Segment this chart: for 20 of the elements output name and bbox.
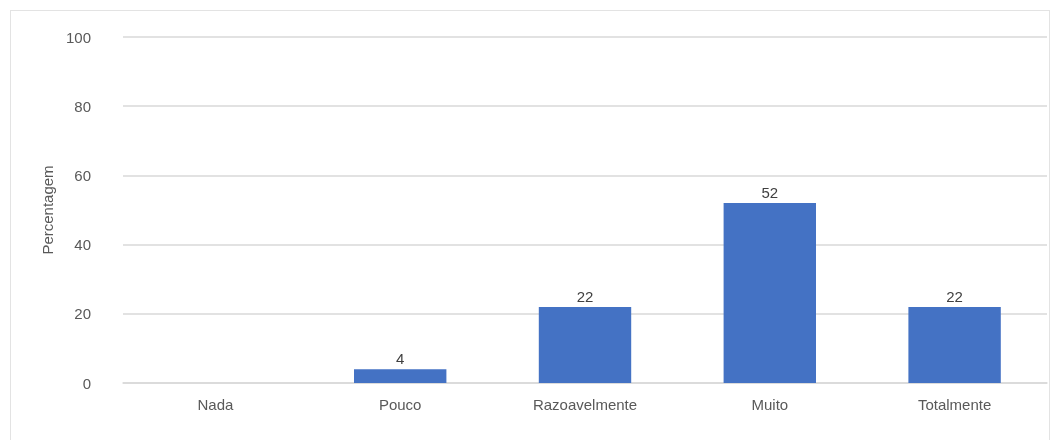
y-tick-label: 40	[74, 236, 91, 254]
x-tick-label: Muito	[751, 396, 789, 413]
data-label: 22	[576, 287, 594, 305]
y-tick-label: 0	[82, 374, 91, 392]
y-tick-label: 20	[74, 305, 91, 323]
data-label: 4	[396, 350, 405, 368]
y-tick-label: 100	[65, 28, 91, 46]
y-tick-label: 80	[74, 97, 91, 115]
bar	[908, 306, 1001, 383]
x-tick-label: Pouco	[378, 396, 422, 413]
bar	[538, 306, 632, 383]
bar	[354, 369, 447, 383]
data-label: 22	[946, 287, 963, 305]
y-axis-title: Percentagem	[39, 165, 57, 255]
y-tick-label: 60	[74, 166, 91, 184]
data-label: 52	[761, 184, 779, 202]
x-tick-label: Razoavelmente	[532, 396, 638, 413]
bar	[723, 203, 816, 383]
x-tick-label: Totalmente	[917, 396, 992, 413]
x-tick-label: Nada	[197, 396, 234, 413]
